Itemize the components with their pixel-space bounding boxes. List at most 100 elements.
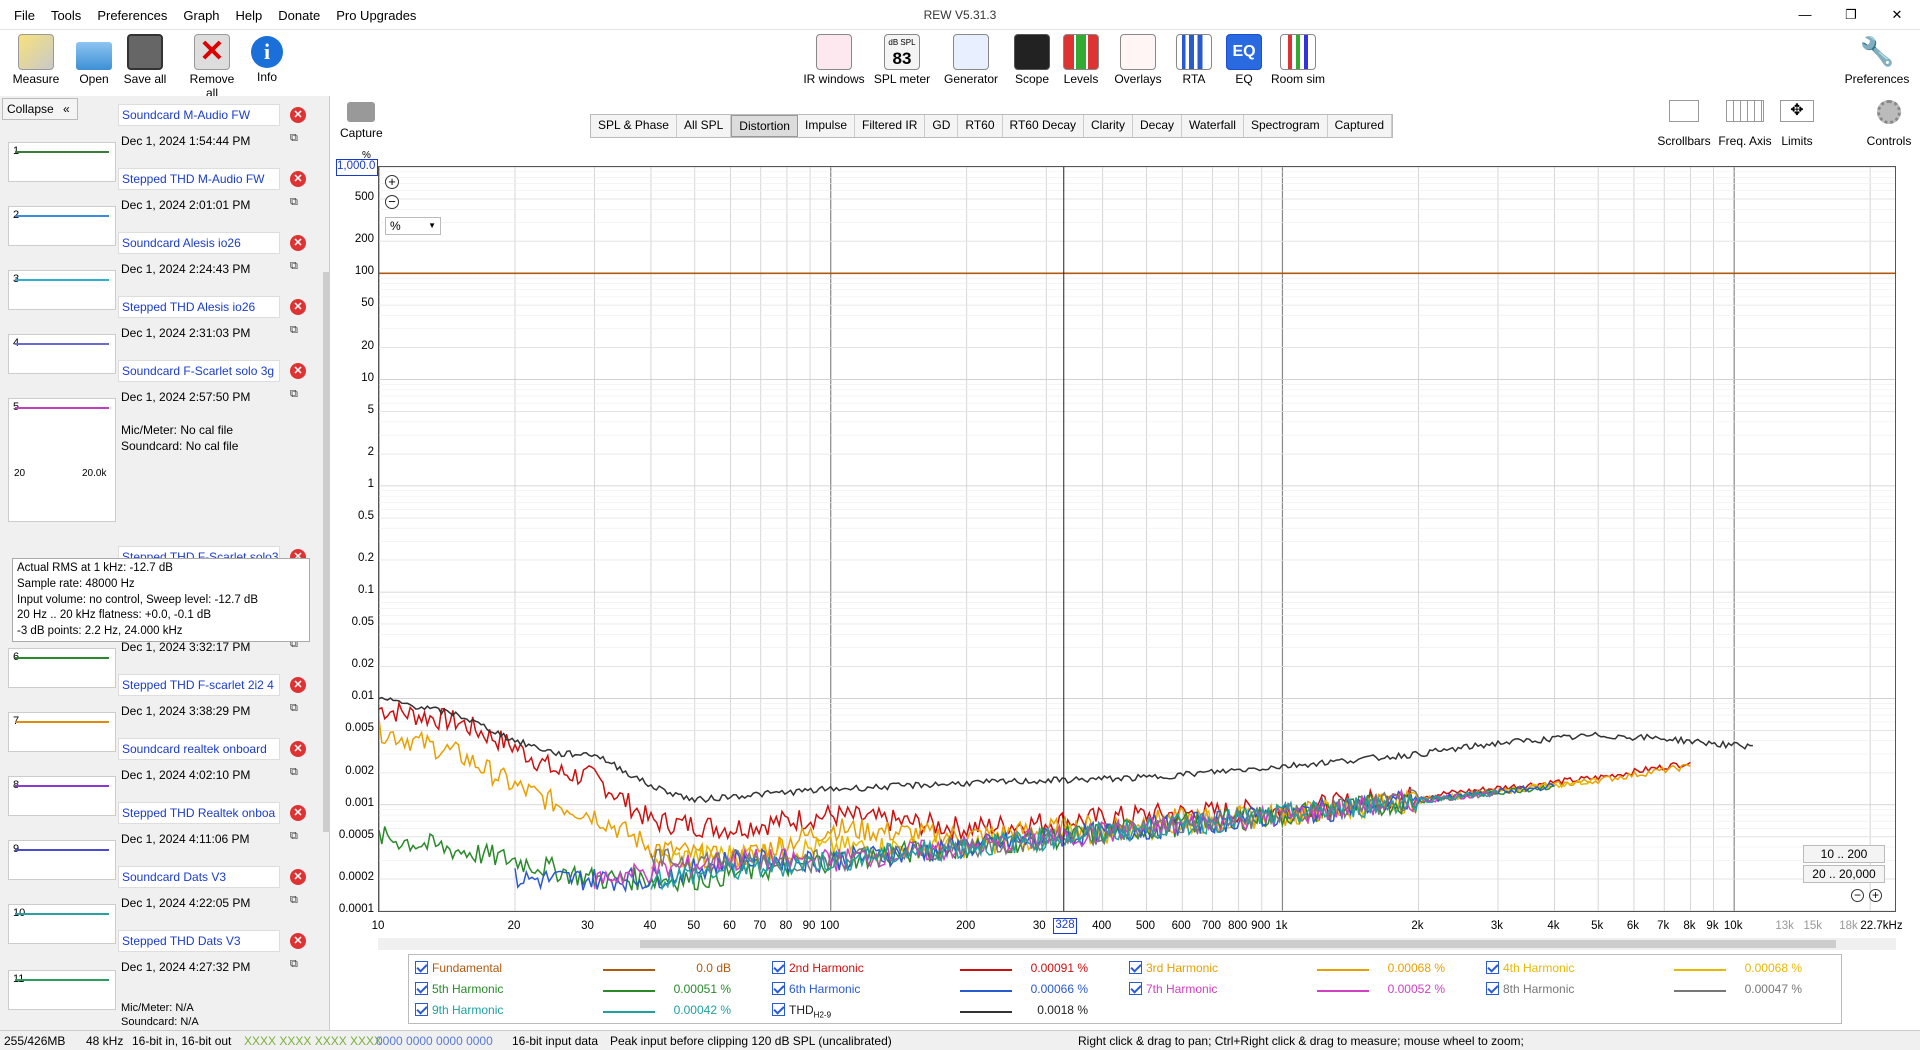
scrollbars-button[interactable]: Scrollbars [1656,100,1712,148]
legend-item[interactable]: THDH2-9 [772,1003,831,1019]
eq-button[interactable]: EQ EQ [1226,34,1262,86]
remove-measurement-icon[interactable]: ✕ [290,171,306,187]
x-zoom-in-icon[interactable]: + [1869,889,1882,902]
y-top-value[interactable]: 1,000.0 [336,159,378,176]
legend-checkbox[interactable] [772,1003,785,1016]
menu-help[interactable]: Help [235,8,263,23]
menu-graph[interactable]: Graph [183,8,220,23]
edit-icon[interactable]: ⧉ [290,132,298,144]
capture-button[interactable]: Capture [340,102,383,140]
measurement-name-field[interactable]: Soundcard Dats V3 [118,866,280,888]
ir-windows-button[interactable]: IR windows [802,34,866,86]
legend-item[interactable]: 7th Harmonic [1129,982,1217,996]
legend-item[interactable]: 4th Harmonic [1486,961,1574,975]
legend-checkbox[interactable] [1129,961,1142,974]
measurement-list-scrollbar[interactable] [322,262,329,1002]
measurement-thumbnail[interactable]: 2 [8,206,116,246]
info-button[interactable]: i Info [250,34,284,84]
measurement-row[interactable]: Soundcard Alesis io26 ✕ 3 Dec 1, 2024 2:24:… [0,232,318,310]
menu-file[interactable]: File [14,8,35,23]
measurement-thumbnail[interactable]: 7 [8,712,116,752]
maximize-button[interactable]: ❐ [1845,7,1857,22]
zoom-out-icon[interactable]: − [385,195,399,209]
legend-item[interactable]: 9th Harmonic [415,1003,503,1017]
legend-item[interactable]: 8th Harmonic [1486,982,1574,996]
measurement-row[interactable]: Stepped THD Alesis io26 ✕ 4 Dec 1, 2024 2:3… [0,296,318,374]
range-10-200-button[interactable]: 10 .. 200 [1803,845,1885,863]
room-sim-button[interactable]: Room sim [1268,34,1328,86]
edit-icon[interactable]: ⧉ [290,830,298,842]
open-button[interactable]: Open [72,34,116,86]
tab-spl-phase[interactable]: SPL & Phase [591,115,677,137]
tab-decay[interactable]: Decay [1133,115,1183,137]
edit-icon[interactable]: ⧉ [290,638,298,650]
remove-all-button[interactable]: ✕ Remove all [182,34,242,100]
remove-measurement-icon[interactable]: ✕ [290,235,306,251]
tab-filtered-ir[interactable]: Filtered IR [855,115,926,137]
levels-button[interactable]: Levels [1062,34,1100,86]
tab-impulse[interactable]: Impulse [797,115,856,137]
measurement-name-field[interactable]: Stepped THD Dats V3 [118,930,280,952]
measurement-row[interactable]: Soundcard M-Audio FW ✕ 1 Dec 1, 2024 1:54:4… [0,104,318,182]
x-scrollbar[interactable] [378,938,1896,950]
edit-icon[interactable]: ⧉ [290,388,298,400]
measurement-name-field[interactable]: Soundcard M-Audio FW [118,104,280,126]
legend-checkbox[interactable] [415,982,428,995]
legend-checkbox[interactable] [415,1003,428,1016]
remove-measurement-icon[interactable]: ✕ [290,805,306,821]
measurement-thumbnail[interactable]: 6 [8,648,116,688]
measurement-row[interactable]: Soundcard F-Scarlet solo 3g ✕ 5 Dec 1, 2024… [0,360,318,522]
tab-rt60[interactable]: RT60 [958,115,1003,137]
legend-checkbox[interactable] [1486,961,1499,974]
tab-captured[interactable]: Captured [1327,115,1393,137]
remove-measurement-icon[interactable]: ✕ [290,933,306,949]
save-all-button[interactable]: Save all [122,34,168,86]
scope-button[interactable]: Scope [1012,34,1052,86]
measurement-thumbnail[interactable]: 5 [8,398,116,522]
menu-donate[interactable]: Donate [278,8,321,23]
edit-icon[interactable]: ⧉ [290,196,298,208]
measurement-name-field[interactable]: Stepped THD F-scarlet 2i2 4 [118,674,280,696]
measurement-thumbnail[interactable]: 8 [8,776,116,816]
measurement-name-field[interactable]: Soundcard F-Scarlet solo 3g [118,360,280,382]
tab-all-spl[interactable]: All SPL [676,115,732,137]
legend-item[interactable]: 5th Harmonic [415,982,503,996]
scrollbar-thumb[interactable] [323,272,329,832]
measurement-name-field[interactable]: Soundcard realtek onboard [118,738,280,760]
remove-measurement-icon[interactable]: ✕ [290,363,306,379]
measurement-thumbnail[interactable]: 9 [8,840,116,880]
edit-icon[interactable]: ⧉ [290,702,298,714]
tab-gd[interactable]: GD [925,115,959,137]
legend-item[interactable]: 3rd Harmonic [1129,961,1218,975]
measurement-thumbnail[interactable]: 4 [8,334,116,374]
x-scrollbar-thumb[interactable] [640,940,1836,948]
legend-checkbox[interactable] [772,982,785,995]
measurement-thumbnail[interactable]: 10 [8,904,116,944]
tab-clarity[interactable]: Clarity [1084,115,1134,137]
x-zoom-out-icon[interactable]: − [1851,889,1864,902]
overlays-button[interactable]: Overlays [1112,34,1164,86]
menu-tools[interactable]: Tools [50,8,82,23]
zoom-in-icon[interactable]: + [385,175,399,189]
controls-button[interactable]: Controls [1864,100,1914,148]
measurement-row[interactable]: Stepped THD M-Audio FW ✕ 2 Dec 1, 2024 2:01… [0,168,318,246]
distortion-plot-svg[interactable] [378,166,1895,912]
measurement-thumbnail[interactable]: 3 [8,270,116,310]
range-20-20000-button[interactable]: 20 .. 20,000 [1803,865,1885,883]
edit-icon[interactable]: ⧉ [290,260,298,272]
tab-waterfall[interactable]: Waterfall [1182,115,1244,137]
tab-distortion[interactable]: Distortion [731,115,798,137]
measurement-row[interactable]: Stepped THD Dats V3 ✕ 11 Dec 1, 2024 4:27:3… [0,930,318,1010]
legend-checkbox[interactable] [415,961,428,974]
minimize-button[interactable]: — [1798,7,1812,22]
legend-checkbox[interactable] [1486,982,1499,995]
edit-icon[interactable]: ⧉ [290,766,298,778]
measurement-name-field[interactable]: Stepped THD M-Audio FW [118,168,280,190]
freq-axis-button[interactable]: Freq. Axis [1716,100,1774,148]
measurement-row[interactable]: Stepped THD F-scarlet 2i2 4 ✕ 7 Dec 1, 2024… [0,674,318,752]
limits-button[interactable]: ✥ Limits [1774,100,1820,148]
collapse-button[interactable]: Collapse « [2,98,78,120]
remove-measurement-icon[interactable]: ✕ [290,741,306,757]
legend-checkbox[interactable] [772,961,785,974]
spl-meter-button[interactable]: dB SPL 83 SPL meter [872,34,932,86]
